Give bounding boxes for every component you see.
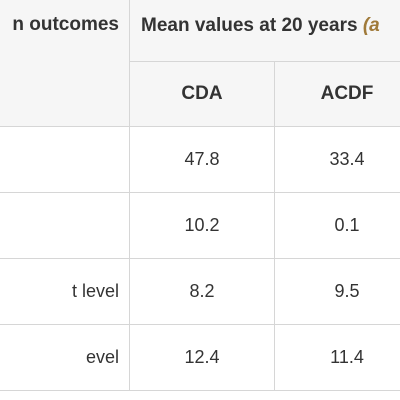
table-row: 10.2 0.1 [0, 192, 400, 259]
cda-column-header: CDA [129, 61, 275, 127]
table-row: evel 12.4 11.4 [0, 324, 400, 391]
table-header-row: n outcomes Mean values at 20 years (a [0, 0, 400, 127]
outcome-cell [0, 192, 130, 259]
cda-value-cell: 10.2 [129, 192, 275, 259]
mean-values-group-header: Mean values at 20 years (a [129, 0, 400, 62]
table-row: t level 8.2 9.5 [0, 258, 400, 325]
outcome-cell: t level [0, 258, 130, 325]
outcome-cell [0, 126, 130, 193]
cda-value-cell: 12.4 [129, 324, 275, 391]
group-header-suffix: (a [362, 15, 380, 36]
acdf-value-cell: 9.5 [274, 258, 400, 325]
cda-value-cell: 8.2 [129, 258, 275, 325]
outcome-column-header: n outcomes [0, 0, 130, 127]
group-header-text: Mean values at 20 years [141, 15, 358, 36]
acdf-value-cell: 0.1 [274, 192, 400, 259]
cda-value-cell: 47.8 [129, 126, 275, 193]
table-row: 47.8 33.4 [0, 126, 400, 193]
outcome-cell: evel [0, 324, 130, 391]
acdf-column-header: ACDF [274, 61, 400, 127]
acdf-value-cell: 11.4 [274, 324, 400, 391]
acdf-value-cell: 33.4 [274, 126, 400, 193]
results-table: n outcomes Mean values at 20 years (a CD… [0, 0, 400, 391]
